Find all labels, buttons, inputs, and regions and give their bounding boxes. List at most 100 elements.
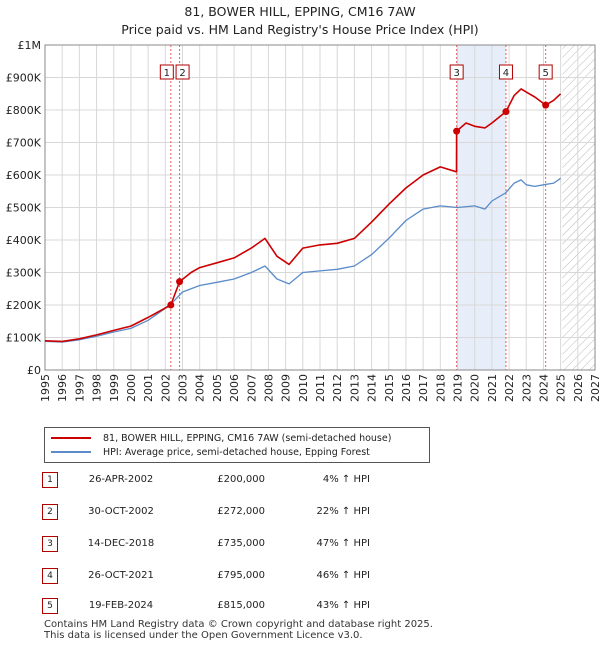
x-tick-label: 2005 bbox=[211, 374, 224, 402]
hpi-line-swatch bbox=[51, 451, 91, 453]
x-tick-label: 2012 bbox=[331, 374, 344, 402]
x-tick-label: 2006 bbox=[228, 374, 241, 402]
sale-number-badge: 4 bbox=[42, 568, 58, 584]
sale-date: 26-OCT-2021 bbox=[88, 570, 154, 581]
y-tick-label: £800K bbox=[6, 104, 42, 117]
y-tick-label: £200K bbox=[6, 299, 42, 312]
x-tick-label: 2026 bbox=[572, 374, 585, 402]
sale-hpi-change: 22% ↑ HPI bbox=[316, 506, 370, 517]
x-tick-label: 2020 bbox=[469, 374, 482, 402]
sale-row: 3 14-DEC-2018 £735,000 47% ↑ HPI bbox=[40, 535, 580, 553]
y-tick-label: £700K bbox=[6, 137, 42, 150]
sale-row: 1 26-APR-2002 £200,000 4% ↑ HPI bbox=[40, 471, 580, 489]
y-tick-label: £300K bbox=[6, 267, 42, 280]
sale-number-badge: 2 bbox=[42, 504, 58, 520]
footer: Contains HM Land Registry data © Crown c… bbox=[44, 619, 433, 641]
x-tick-label: 2017 bbox=[417, 374, 430, 402]
x-tick-label: 2021 bbox=[486, 374, 499, 402]
y-tick-label: £400K bbox=[6, 234, 42, 247]
y-tick-label: £1M bbox=[18, 39, 42, 52]
sale-price: £272,000 bbox=[217, 506, 265, 517]
y-tick-label: £600K bbox=[6, 169, 42, 182]
sale-label-border bbox=[159, 64, 174, 80]
x-tick-label: 2008 bbox=[262, 374, 275, 402]
legend: 81, BOWER HILL, EPPING, CM16 7AW (semi-d… bbox=[44, 427, 430, 463]
x-tick-label: 2019 bbox=[452, 374, 465, 402]
sale-number-badge: 5 bbox=[42, 598, 58, 614]
x-tick-label: 2015 bbox=[383, 374, 396, 402]
sale-label-number: 1 bbox=[164, 68, 170, 79]
sale-label-box: 3 bbox=[449, 64, 464, 80]
sale-label-number: 2 bbox=[179, 68, 185, 79]
legend-hpi-label: HPI: Average price, semi-detached house,… bbox=[103, 446, 370, 458]
sale-row: 5 19-FEB-2024 £815,000 43% ↑ HPI bbox=[40, 597, 580, 615]
x-tick-label: 2009 bbox=[280, 374, 293, 402]
sale-row: 2 30-OCT-2002 £272,000 22% ↑ HPI bbox=[40, 503, 580, 521]
sale-label-box: 1 bbox=[159, 64, 174, 80]
y-tick-label: £0 bbox=[27, 364, 41, 377]
sale-label-box: 4 bbox=[498, 64, 513, 80]
hpi-line bbox=[44, 177, 561, 343]
sale-number-badge: 3 bbox=[42, 536, 58, 552]
x-tick-label: 2007 bbox=[245, 374, 258, 402]
y-tick-label: £100K bbox=[6, 332, 42, 345]
sale-row: 4 26-OCT-2021 £795,000 46% ↑ HPI bbox=[40, 567, 580, 585]
x-tick-label: 2000 bbox=[125, 374, 138, 402]
x-tick-label: 2010 bbox=[297, 374, 310, 402]
x-tick-label: 2025 bbox=[555, 374, 568, 402]
sale-label-number: 3 bbox=[453, 68, 459, 79]
sale-label-number: 4 bbox=[503, 68, 509, 79]
x-tick-label: 1996 bbox=[56, 374, 69, 402]
sale-point bbox=[453, 127, 461, 135]
sale-date: 19-FEB-2024 bbox=[88, 600, 154, 611]
legend-property-label: 81, BOWER HILL, EPPING, CM16 7AW (semi-d… bbox=[103, 432, 392, 444]
sale-hpi-change: 47% ↑ HPI bbox=[316, 538, 370, 549]
price-chart: £0 £100K £200K £300K £400K £500K £600K £700K £80… bbox=[6, 39, 600, 402]
sale-label-border bbox=[449, 64, 464, 80]
x-tick-label: 2013 bbox=[348, 374, 361, 402]
sale-label-border bbox=[175, 64, 190, 80]
property-line-swatch bbox=[51, 437, 91, 439]
x-tick-label: 2018 bbox=[434, 374, 447, 402]
sale-label-box: 5 bbox=[538, 64, 553, 80]
x-tick-label: 2022 bbox=[503, 374, 516, 402]
sale-price: £735,000 bbox=[217, 538, 265, 549]
x-tick-label: 2002 bbox=[159, 374, 172, 402]
sale-price: £815,000 bbox=[217, 600, 265, 611]
sale-price: £200,000 bbox=[217, 474, 265, 485]
chart-subtitle: Price paid vs. HM Land Registry's House … bbox=[121, 22, 479, 37]
x-tick-label: 2014 bbox=[366, 374, 379, 402]
x-tick-label: 2027 bbox=[589, 374, 600, 402]
y-tick-label: £900K bbox=[6, 72, 42, 85]
legend-item-property: 81, BOWER HILL, EPPING, CM16 7AW (semi-d… bbox=[51, 431, 391, 445]
x-tick-label: 1998 bbox=[91, 374, 104, 402]
chart-title: 81, BOWER HILL, EPPING, CM16 7AW bbox=[184, 4, 416, 19]
x-tick-label: 2011 bbox=[314, 374, 327, 402]
sale-label-border bbox=[498, 64, 513, 80]
sale-point bbox=[542, 101, 550, 109]
x-tick-label: 1995 bbox=[39, 374, 52, 402]
sale-price: £795,000 bbox=[217, 570, 265, 581]
sale-date: 14-DEC-2018 bbox=[87, 538, 155, 549]
sale-point bbox=[167, 301, 175, 309]
x-tick-label: 1997 bbox=[73, 374, 86, 402]
sale-label-border bbox=[538, 64, 553, 80]
sale-point bbox=[176, 278, 184, 286]
footer-copyright: Contains HM Land Registry data © Crown c… bbox=[44, 619, 433, 630]
y-tick-label: £500K bbox=[6, 202, 42, 215]
sale-label-number: 5 bbox=[542, 68, 548, 79]
sale-hpi-change: 43% ↑ HPI bbox=[316, 600, 370, 611]
sale-date: 26-APR-2002 bbox=[88, 474, 154, 485]
x-tick-label: 2001 bbox=[142, 374, 155, 402]
sale-date: 30-OCT-2002 bbox=[88, 506, 154, 517]
x-tick-label: 2016 bbox=[400, 374, 413, 402]
legend-item-hpi: HPI: Average price, semi-detached house,… bbox=[51, 445, 370, 459]
sale-label-box: 2 bbox=[175, 64, 190, 80]
x-tick-label: 2024 bbox=[537, 374, 550, 402]
x-tick-label: 1999 bbox=[108, 374, 121, 402]
sale-hpi-change: 4% ↑ HPI bbox=[322, 474, 370, 485]
sale-hpi-change: 46% ↑ HPI bbox=[316, 570, 370, 581]
property-price-line bbox=[44, 88, 562, 343]
x-tick-label: 2004 bbox=[194, 374, 207, 402]
plot-frame bbox=[44, 44, 596, 371]
